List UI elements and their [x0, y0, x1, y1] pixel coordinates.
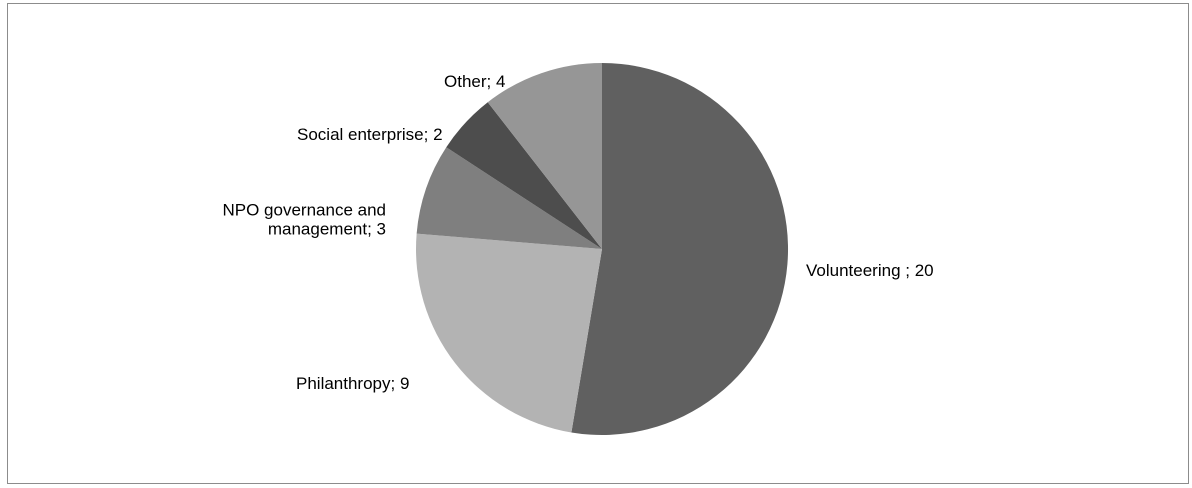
data-label-npo-governance-and-management: NPO governance and management; 3 — [223, 201, 387, 239]
pie-labels: Volunteering ; 20 Philanthropy; 9 NPO gove… — [223, 72, 934, 393]
data-label-social-enterprise: Social enterprise; 2 — [297, 125, 443, 144]
data-label-other: Other; 4 — [444, 72, 505, 91]
pie-slice-other — [487, 63, 602, 249]
pie-slices — [416, 63, 789, 436]
pie-slice-volunteering — [571, 63, 789, 436]
data-label-volunteering: Volunteering ; 20 — [806, 261, 934, 280]
pie-slice-philanthropy — [416, 233, 602, 433]
pie-slice-social-enterprise — [446, 102, 602, 249]
pie-slice-npo-governance-and-management — [416, 147, 602, 249]
data-label-philanthropy: Philanthropy; 9 — [296, 374, 409, 393]
